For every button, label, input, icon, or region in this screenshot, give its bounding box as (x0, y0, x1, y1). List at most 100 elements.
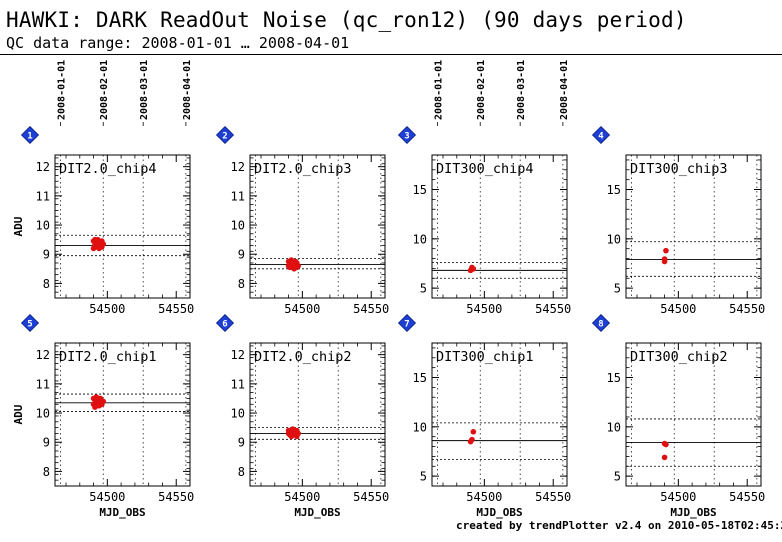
y-tick-label: 9 (43, 436, 50, 450)
panel-badge-4: 4 (591, 125, 611, 145)
page-title: HAWKI: DARK ReadOut Noise (qc_ron12) (90… (6, 8, 687, 32)
y-tick-label: 12 (36, 348, 50, 362)
panel-badge-6: 6 (215, 313, 235, 333)
credit-line: created by trendPlotter v2.4 on 2010-05-… (456, 519, 782, 532)
badge-number: 2 (222, 132, 227, 142)
panel-label: DIT300_chip1 (436, 349, 534, 365)
plot-frame (54, 342, 191, 487)
data-point (661, 454, 668, 461)
badge-diamond (591, 125, 611, 145)
plot-frame (625, 342, 762, 487)
data-point (470, 266, 477, 272)
panel-badge-5: 5 (20, 313, 40, 333)
y-tick-label: 15 (607, 371, 621, 385)
x-axis-label: MJD_OBS (476, 506, 522, 519)
x-tick-label: 54500 (89, 490, 125, 504)
x-axis-label: MJD_OBS (99, 506, 145, 519)
x-tick-label: 54500 (466, 302, 502, 316)
y-tick-label: 12 (231, 160, 245, 174)
y-tick-label: 5 (614, 470, 621, 484)
y-tick-label: 8 (238, 277, 245, 291)
panel-label: DIT2.0_chip2 (254, 349, 352, 365)
x-tick-label: 54500 (466, 490, 502, 504)
badge-number: 6 (222, 320, 227, 330)
date-tick-label: 2008-04-01 (182, 60, 193, 120)
panel-badge-3: 3 (397, 125, 417, 145)
panel-badge-7: 7 (397, 313, 417, 333)
x-tick-label: 54500 (284, 490, 320, 504)
y-tick-label: 10 (36, 219, 50, 233)
panel-4: 5 10 15 54500 54550 DIT300_chip3 4 (591, 125, 765, 316)
badge-number: 5 (27, 320, 32, 330)
panel-label: DIT2.0_chip3 (254, 161, 352, 177)
x-tick-label: 54500 (89, 302, 125, 316)
panel-5: 8 9 10 11 12 54500 54550 DIT2.0_chip1 ADU MJD_OBS… (12, 313, 194, 519)
panel-8: 5 10 15 54500 54550 DIT300_chip2 MJD_OBS 8 (591, 313, 765, 519)
y-tick-label: 9 (43, 248, 50, 262)
y-tick-label: 11 (36, 189, 50, 203)
y-tick-label: 10 (231, 407, 245, 421)
y-axis-label: ADU (12, 404, 25, 424)
date-tick-label: 2008-01-01 (434, 60, 445, 120)
y-axis-label: ADU (12, 216, 25, 236)
badge-number: 8 (598, 320, 603, 330)
panel-badge-2: 2 (215, 125, 235, 145)
data-point (469, 436, 475, 443)
y-tick-label: 15 (413, 183, 427, 197)
data-point (661, 256, 668, 262)
plot-frame (249, 154, 386, 299)
date-tick-label: 2008-02-01 (476, 60, 487, 120)
badge-number: 4 (598, 132, 604, 142)
x-tick-label: 54550 (353, 302, 389, 316)
panel-label: DIT300_chip3 (630, 161, 728, 177)
badge-number: 3 (404, 132, 409, 142)
data-point (663, 441, 669, 448)
x-tick-label: 54550 (729, 490, 765, 504)
badge-number: 7 (404, 320, 409, 330)
panel-label: DIT300_chip4 (436, 161, 534, 177)
y-tick-label: 12 (231, 348, 245, 362)
y-tick-label: 8 (43, 277, 50, 291)
plot-frame (431, 154, 568, 299)
badge-number: 1 (27, 132, 32, 142)
x-tick-label: 54550 (729, 302, 765, 316)
badge-diamond (397, 125, 417, 145)
badge-diamond (215, 125, 235, 145)
y-tick-label: 10 (607, 232, 621, 246)
plot-frame (54, 154, 191, 299)
y-tick-label: 11 (231, 377, 245, 391)
date-tick-label: 2008-02-01 (99, 60, 110, 120)
x-tick-label: 54500 (284, 302, 320, 316)
y-tick-label: 5 (420, 282, 427, 296)
y-tick-label: 15 (607, 183, 621, 197)
y-tick-label: 10 (413, 420, 427, 434)
y-tick-label: 10 (607, 420, 621, 434)
y-tick-label: 10 (231, 219, 245, 233)
y-tick-label: 11 (231, 189, 245, 203)
y-tick-label: 9 (238, 436, 245, 450)
y-tick-label: 10 (36, 407, 50, 421)
y-tick-label: 8 (238, 465, 245, 479)
x-axis-label: MJD_OBS (670, 506, 716, 519)
y-tick-label: 10 (413, 232, 427, 246)
data-point (470, 428, 477, 435)
date-tick-label: 2008-04-01 (559, 60, 570, 120)
y-tick-label: 12 (36, 160, 50, 174)
plot-frame (249, 342, 386, 487)
panel-6: 8 9 10 11 12 54500 54550 DIT2.0_chip2 MJD_OBS 6 (215, 313, 389, 519)
panel-badge-8: 8 (591, 313, 611, 333)
plot-frame (625, 154, 762, 299)
date-tick-label: 2008-01-01 (57, 60, 68, 120)
title-divider (0, 54, 782, 55)
badge-diamond (591, 313, 611, 333)
x-tick-label: 54550 (158, 490, 194, 504)
data-point (295, 430, 302, 437)
x-tick-label: 54550 (158, 302, 194, 316)
badge-diamond (20, 125, 40, 145)
x-tick-label: 54500 (660, 302, 696, 316)
panel-1: 8 9 10 11 12 54500 54550 DIT2.0_chip4 ADU 2008-01… (12, 60, 194, 316)
date-tick-label: 2008-03-01 (516, 60, 527, 120)
panel-label: DIT2.0_chip1 (59, 349, 157, 365)
data-point (100, 241, 107, 247)
